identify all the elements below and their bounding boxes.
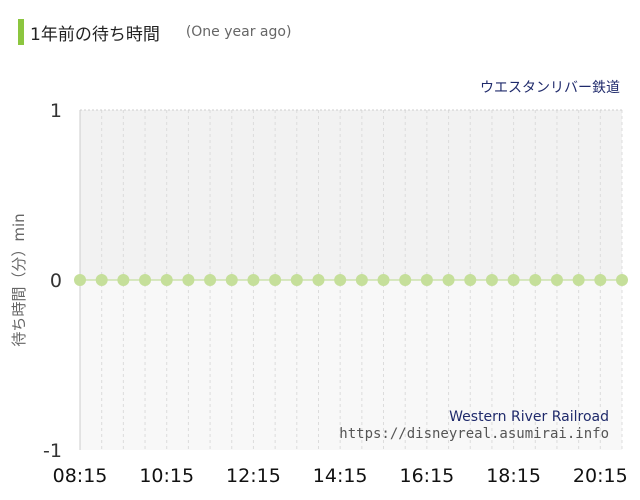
data-point [377, 274, 390, 286]
plot-bg-lower [80, 280, 622, 450]
data-point [594, 274, 607, 286]
plot-bg-upper [80, 110, 622, 280]
x-tick-label: 12:15 [226, 465, 281, 487]
title-accent-bar [18, 19, 24, 45]
attraction-name-jp: ウエスタンリバー鉄道 [480, 80, 620, 96]
data-point [247, 274, 260, 286]
chart-title: 1年前の待ち時間 [30, 24, 160, 45]
data-point [355, 274, 368, 286]
data-point [616, 274, 628, 286]
data-point [442, 274, 455, 286]
data-point [485, 274, 498, 286]
data-point [269, 274, 282, 286]
data-point [529, 274, 542, 286]
x-tick-label: 14:15 [313, 465, 368, 487]
y-tick-label: 0 [50, 270, 62, 292]
data-point [160, 274, 173, 286]
data-point [399, 274, 412, 286]
data-point [225, 274, 238, 286]
source-url: https://disneyreal.asumirai.info [339, 426, 609, 442]
data-point [182, 274, 195, 286]
y-axis-title: 待ち時間（分）min [10, 213, 28, 346]
data-point [290, 274, 303, 286]
x-tick-label: 20:15 [573, 465, 628, 487]
data-point [117, 274, 130, 286]
data-point [74, 274, 86, 286]
data-point [312, 274, 325, 286]
data-point [507, 274, 520, 286]
data-point [550, 274, 563, 286]
x-tick-label: 08:15 [53, 465, 108, 487]
data-point [334, 274, 347, 286]
chart-header: 1年前の待ち時間 (One year ago) [18, 18, 291, 46]
data-point [204, 274, 217, 286]
y-tick-label: -1 [43, 440, 62, 462]
data-point [95, 274, 108, 286]
data-point [464, 274, 477, 286]
x-tick-label: 18:15 [486, 465, 541, 487]
attraction-name-en: Western River Railroad [449, 409, 609, 425]
y-tick-label: 1 [50, 100, 62, 122]
x-tick-label: 16:15 [399, 465, 454, 487]
chart-subtitle: (One year ago) [185, 24, 292, 40]
data-point [420, 274, 433, 286]
data-point [572, 274, 585, 286]
data-point [139, 274, 152, 286]
x-tick-label: 10:15 [139, 465, 194, 487]
